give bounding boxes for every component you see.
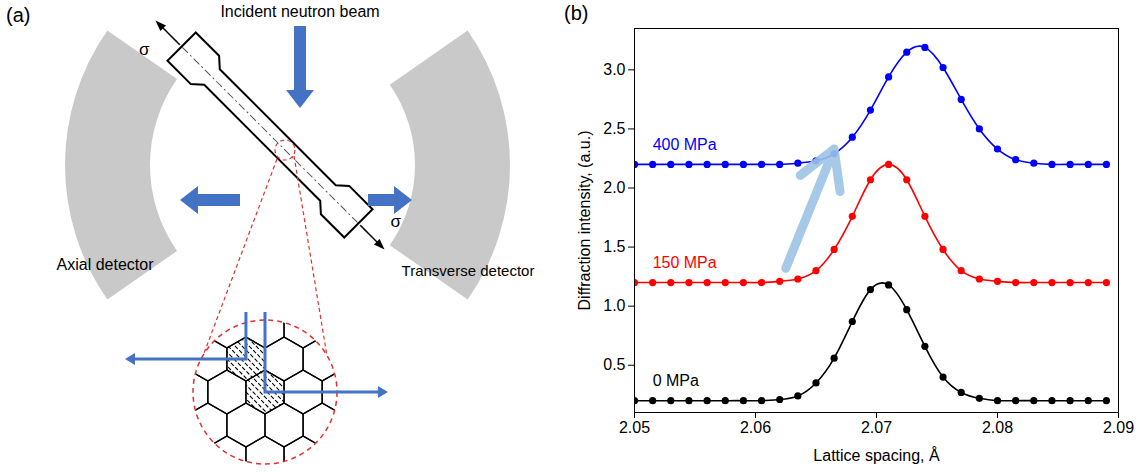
svg-text:2.06: 2.06 <box>740 419 771 436</box>
svg-text:Diffraction intensity, (a.u.): Diffraction intensity, (a.u.) <box>576 131 593 311</box>
svg-text:Incident neutron beam: Incident neutron beam <box>220 3 379 20</box>
svg-text:σ: σ <box>391 212 402 231</box>
svg-text:2.09: 2.09 <box>1103 419 1134 436</box>
svg-text:2.5: 2.5 <box>603 120 625 137</box>
svg-text:Lattice spacing, Å: Lattice spacing, Å <box>813 446 940 464</box>
svg-text:2.0: 2.0 <box>603 179 625 196</box>
svg-text:1.5: 1.5 <box>603 238 625 255</box>
svg-text:1.0: 1.0 <box>603 297 625 314</box>
svg-text:Transverse detector: Transverse detector <box>402 262 535 279</box>
svg-text:0.5: 0.5 <box>603 356 625 373</box>
svg-text:150 MPa: 150 MPa <box>653 254 717 271</box>
svg-text:(a): (a) <box>6 4 30 26</box>
svg-text:2.05: 2.05 <box>619 419 650 436</box>
svg-text:0 MPa: 0 MPa <box>653 372 699 389</box>
svg-text:2.08: 2.08 <box>982 419 1013 436</box>
svg-text:σ: σ <box>139 40 150 59</box>
svg-text:Axial detector: Axial detector <box>57 256 155 273</box>
svg-text:2.07: 2.07 <box>861 419 892 436</box>
svg-text:3.0: 3.0 <box>603 61 625 78</box>
svg-text:400 MPa: 400 MPa <box>653 135 717 152</box>
html-text:(b): (b) <box>564 2 589 24</box>
